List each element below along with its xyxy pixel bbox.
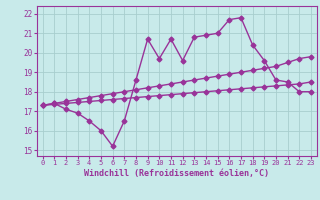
- X-axis label: Windchill (Refroidissement éolien,°C): Windchill (Refroidissement éolien,°C): [84, 169, 269, 178]
